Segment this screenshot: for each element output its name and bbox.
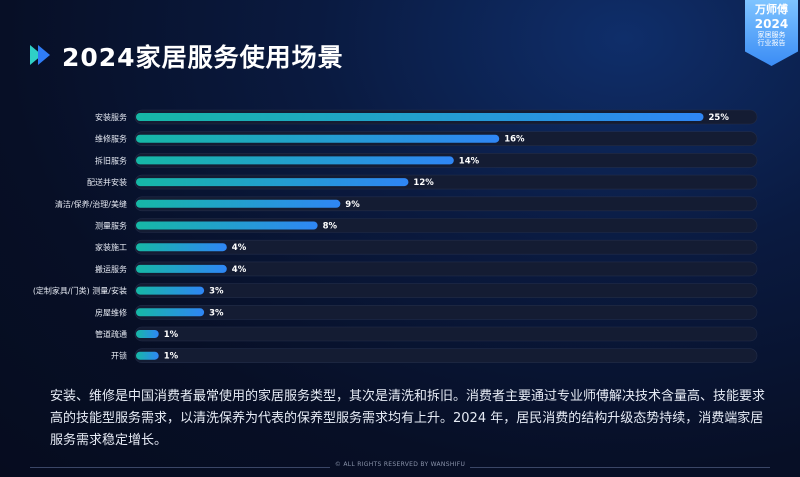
bar [136, 134, 500, 143]
value-label: 25% [709, 113, 730, 123]
bar [136, 199, 341, 208]
bar-track [134, 304, 758, 320]
value-label: 1% [164, 352, 179, 362]
badge-line-2: 行业报告 [757, 39, 786, 47]
category-label: 配送并安装 [87, 177, 127, 187]
report-badge: 万师傅 2024 家居服务 行业报告 [745, 0, 798, 66]
value-label: 16% [504, 135, 525, 145]
category-label: 管道疏通 [95, 329, 127, 339]
bar-chart: 安装服务 25% 维修服务 16% 拆旧服务 14% 配送并安装 12% 清洁/保养/治理/美缝… [33, 109, 758, 364]
category-label: 安装服务 [95, 112, 127, 122]
bar-track [134, 326, 758, 342]
title-arrow-icon [30, 45, 50, 65]
bar [136, 221, 318, 230]
badge-year: 2024 [754, 17, 789, 31]
bar [136, 264, 227, 273]
category-label: 拆旧服务 [95, 155, 127, 165]
category-label: 房屋维修 [95, 307, 127, 317]
value-label: 3% [209, 308, 224, 318]
description-text: 安装、维修是中国消费者最常使用的家居服务类型，其次是清洗和拆旧。消费者主要通过专… [50, 389, 766, 448]
badge-line-1: 家居服务 [757, 31, 786, 39]
category-label: (定制家具/门类) 测量/安装 [33, 286, 127, 296]
value-label: 4% [232, 265, 247, 275]
value-label: 8% [323, 222, 338, 232]
bar [136, 156, 454, 165]
bar-track [134, 348, 758, 364]
category-label: 家装施工 [95, 242, 127, 252]
footer-divider-left [30, 467, 330, 468]
category-label: 维修服务 [95, 134, 127, 144]
bar [136, 286, 205, 295]
footer-divider-right [470, 467, 770, 468]
category-label: 搬运服务 [95, 264, 127, 274]
bar-track [134, 283, 758, 298]
page-title: 2024家居服务使用场景 [62, 43, 344, 72]
category-label: 清洁/保养/治理/美缝 [55, 199, 127, 209]
value-label: 9% [345, 200, 360, 210]
bar-track [134, 261, 758, 277]
value-label: 12% [413, 178, 434, 188]
bar [136, 178, 409, 187]
value-label: 14% [459, 156, 480, 166]
brand-logo: 万师傅 [755, 3, 788, 16]
category-label: 测量服务 [95, 221, 127, 231]
copyright-footer: © ALL RIGHTS RESERVED BY WANSHIFU [334, 461, 466, 468]
value-label: 4% [232, 243, 247, 253]
value-label: 1% [164, 330, 179, 340]
bar-track [134, 239, 758, 255]
value-label: 3% [209, 287, 224, 297]
bar [136, 243, 227, 252]
category-label: 开锁 [111, 351, 127, 361]
bar [136, 308, 205, 317]
bar [136, 351, 159, 360]
bar [136, 113, 704, 121]
bar [136, 330, 159, 338]
